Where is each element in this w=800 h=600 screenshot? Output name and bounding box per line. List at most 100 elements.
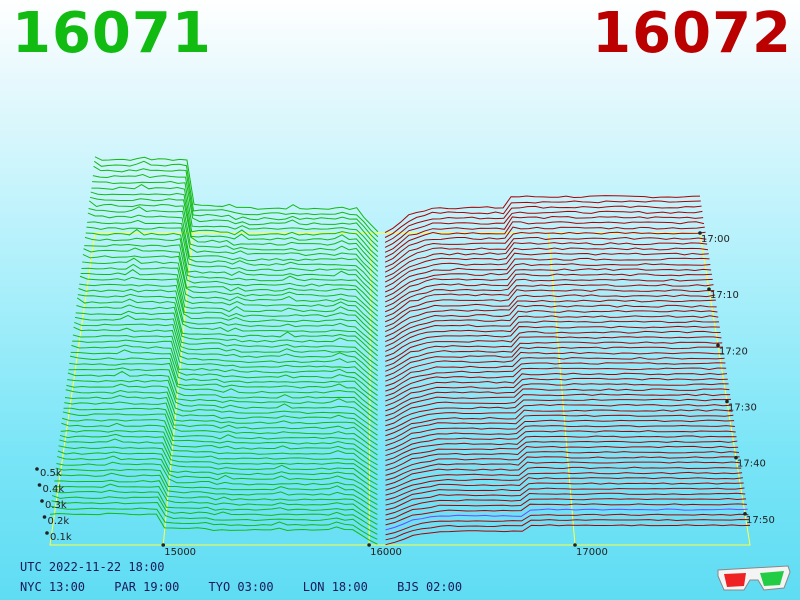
ask-depth-line (385, 330, 721, 362)
ask-depth-line (384, 257, 710, 293)
bid-depth-line (59, 433, 378, 476)
y-tick-mark (40, 499, 44, 503)
y-tick-mark (35, 467, 39, 471)
bid-depth-line (93, 160, 379, 238)
bid-depth-line (76, 304, 379, 362)
bid-depth-line (94, 156, 379, 233)
utc-time: UTC 2022-11-22 18:00 (20, 560, 187, 574)
ask-depth-line (384, 236, 707, 273)
bid-depth-line (53, 483, 378, 520)
ask-depth-line (384, 231, 706, 268)
bid-depth-line (88, 206, 379, 277)
time-tick-label: 17:10 (710, 290, 739, 301)
bid-depth-line (75, 310, 378, 367)
ask-depth-line (385, 492, 746, 516)
3d-glasses-icon[interactable] (714, 562, 794, 594)
bid-depth-line (51, 500, 378, 535)
time-tick-label: 17:00 (701, 234, 730, 245)
bid-depth-line (84, 243, 379, 307)
ask-depth-line (385, 503, 747, 526)
time-tick-label: 17:20 (719, 346, 748, 357)
ask-depth-line (384, 210, 703, 248)
bid-depth-line (61, 417, 378, 461)
ask-depth-line (385, 435, 737, 461)
bid-depth-line (79, 283, 379, 342)
ask-depth-line (384, 216, 704, 253)
time-tick-mark (716, 343, 720, 348)
bid-depth-line (82, 253, 379, 317)
bid-depth-line (64, 395, 378, 441)
ask-depth-line (385, 325, 720, 357)
ask-depth-line (385, 440, 738, 466)
ask-depth-line (385, 477, 743, 501)
ask-depth-line (384, 205, 702, 243)
y-tick-mark (42, 515, 47, 519)
ask-depth-line (385, 393, 731, 422)
y-tick-label: 0.1k (50, 532, 72, 543)
bid-depth-line (90, 191, 379, 262)
bid-depth-line (57, 455, 378, 496)
bid-depth-line (82, 257, 379, 322)
ask-depth-line (385, 283, 714, 318)
x-tick-mark (367, 543, 371, 547)
ask-depth-line (385, 304, 717, 338)
x-tick-mark (161, 543, 166, 547)
y-tick-label: 0.4k (43, 484, 65, 495)
x-gridline (162, 232, 194, 546)
ask-depth-line (385, 336, 722, 367)
ask-depth-line (385, 357, 725, 387)
bid-depth-line (54, 472, 378, 510)
ask-depth-line (384, 221, 705, 258)
ask-depth-line (384, 268, 712, 303)
bid-depth-line (55, 467, 378, 506)
ask-depth-line (384, 252, 709, 288)
bid-depth-line (77, 293, 379, 352)
bid-depth-line (78, 288, 379, 347)
y-tick-mark (45, 531, 49, 535)
bid-depth-line (64, 401, 378, 446)
time-tick-mark (725, 399, 729, 404)
ask-depth-line (385, 461, 741, 486)
ask-depth-line (385, 403, 732, 432)
bid-depth-line (56, 461, 378, 501)
ask-depth-line (384, 247, 709, 283)
bid-depth-line (91, 183, 379, 257)
ask-depth-line (385, 471, 743, 496)
bid-depth-line (73, 326, 378, 381)
ask-depth-line (385, 482, 744, 506)
bid-price: 16071 (12, 1, 212, 66)
clock-par: PAR 19:00 (114, 580, 180, 594)
ask-depth-line (385, 377, 728, 407)
bid-depth-line (50, 505, 378, 540)
ask-depth-line (385, 445, 739, 471)
bid-depth-line (69, 355, 378, 406)
ask-depth-line (385, 299, 716, 333)
ask-depth-line (385, 409, 733, 437)
bid-depth-line (79, 275, 379, 337)
ask-depth-line (385, 367, 727, 397)
clock-bjs: BJS 02:00 (397, 580, 463, 594)
bid-depth-line (71, 344, 378, 396)
ask-depth-line (385, 309, 718, 343)
ask-depth-line (385, 508, 748, 531)
ask-depth-line (385, 289, 715, 323)
bid-depth-line (87, 219, 379, 287)
ask-depth-line (384, 200, 701, 238)
world-clocks: NYC 13:00 PAR 19:00 TYO 03:00 LON 18:00 … (20, 580, 484, 594)
bid-depth-line (76, 297, 379, 357)
ask-depth-line (385, 294, 716, 328)
bid-depth-line (61, 422, 378, 466)
ask-depth-line (385, 383, 729, 412)
ask-depth-line (385, 518, 750, 541)
ask-depth-line (384, 226, 705, 263)
time-tick-label: 17:50 (746, 515, 775, 526)
ask-depth-line (385, 497, 747, 521)
bid-depth-line (88, 200, 379, 272)
y-tick-label: 0.5k (40, 468, 62, 479)
ask-depth-line (385, 430, 736, 457)
ask-depth-line (385, 398, 731, 427)
ask-depth-line (385, 320, 720, 352)
bid-depth-line (57, 450, 378, 491)
ask-depth-line (384, 273, 712, 308)
ask-depth-line (385, 487, 745, 511)
